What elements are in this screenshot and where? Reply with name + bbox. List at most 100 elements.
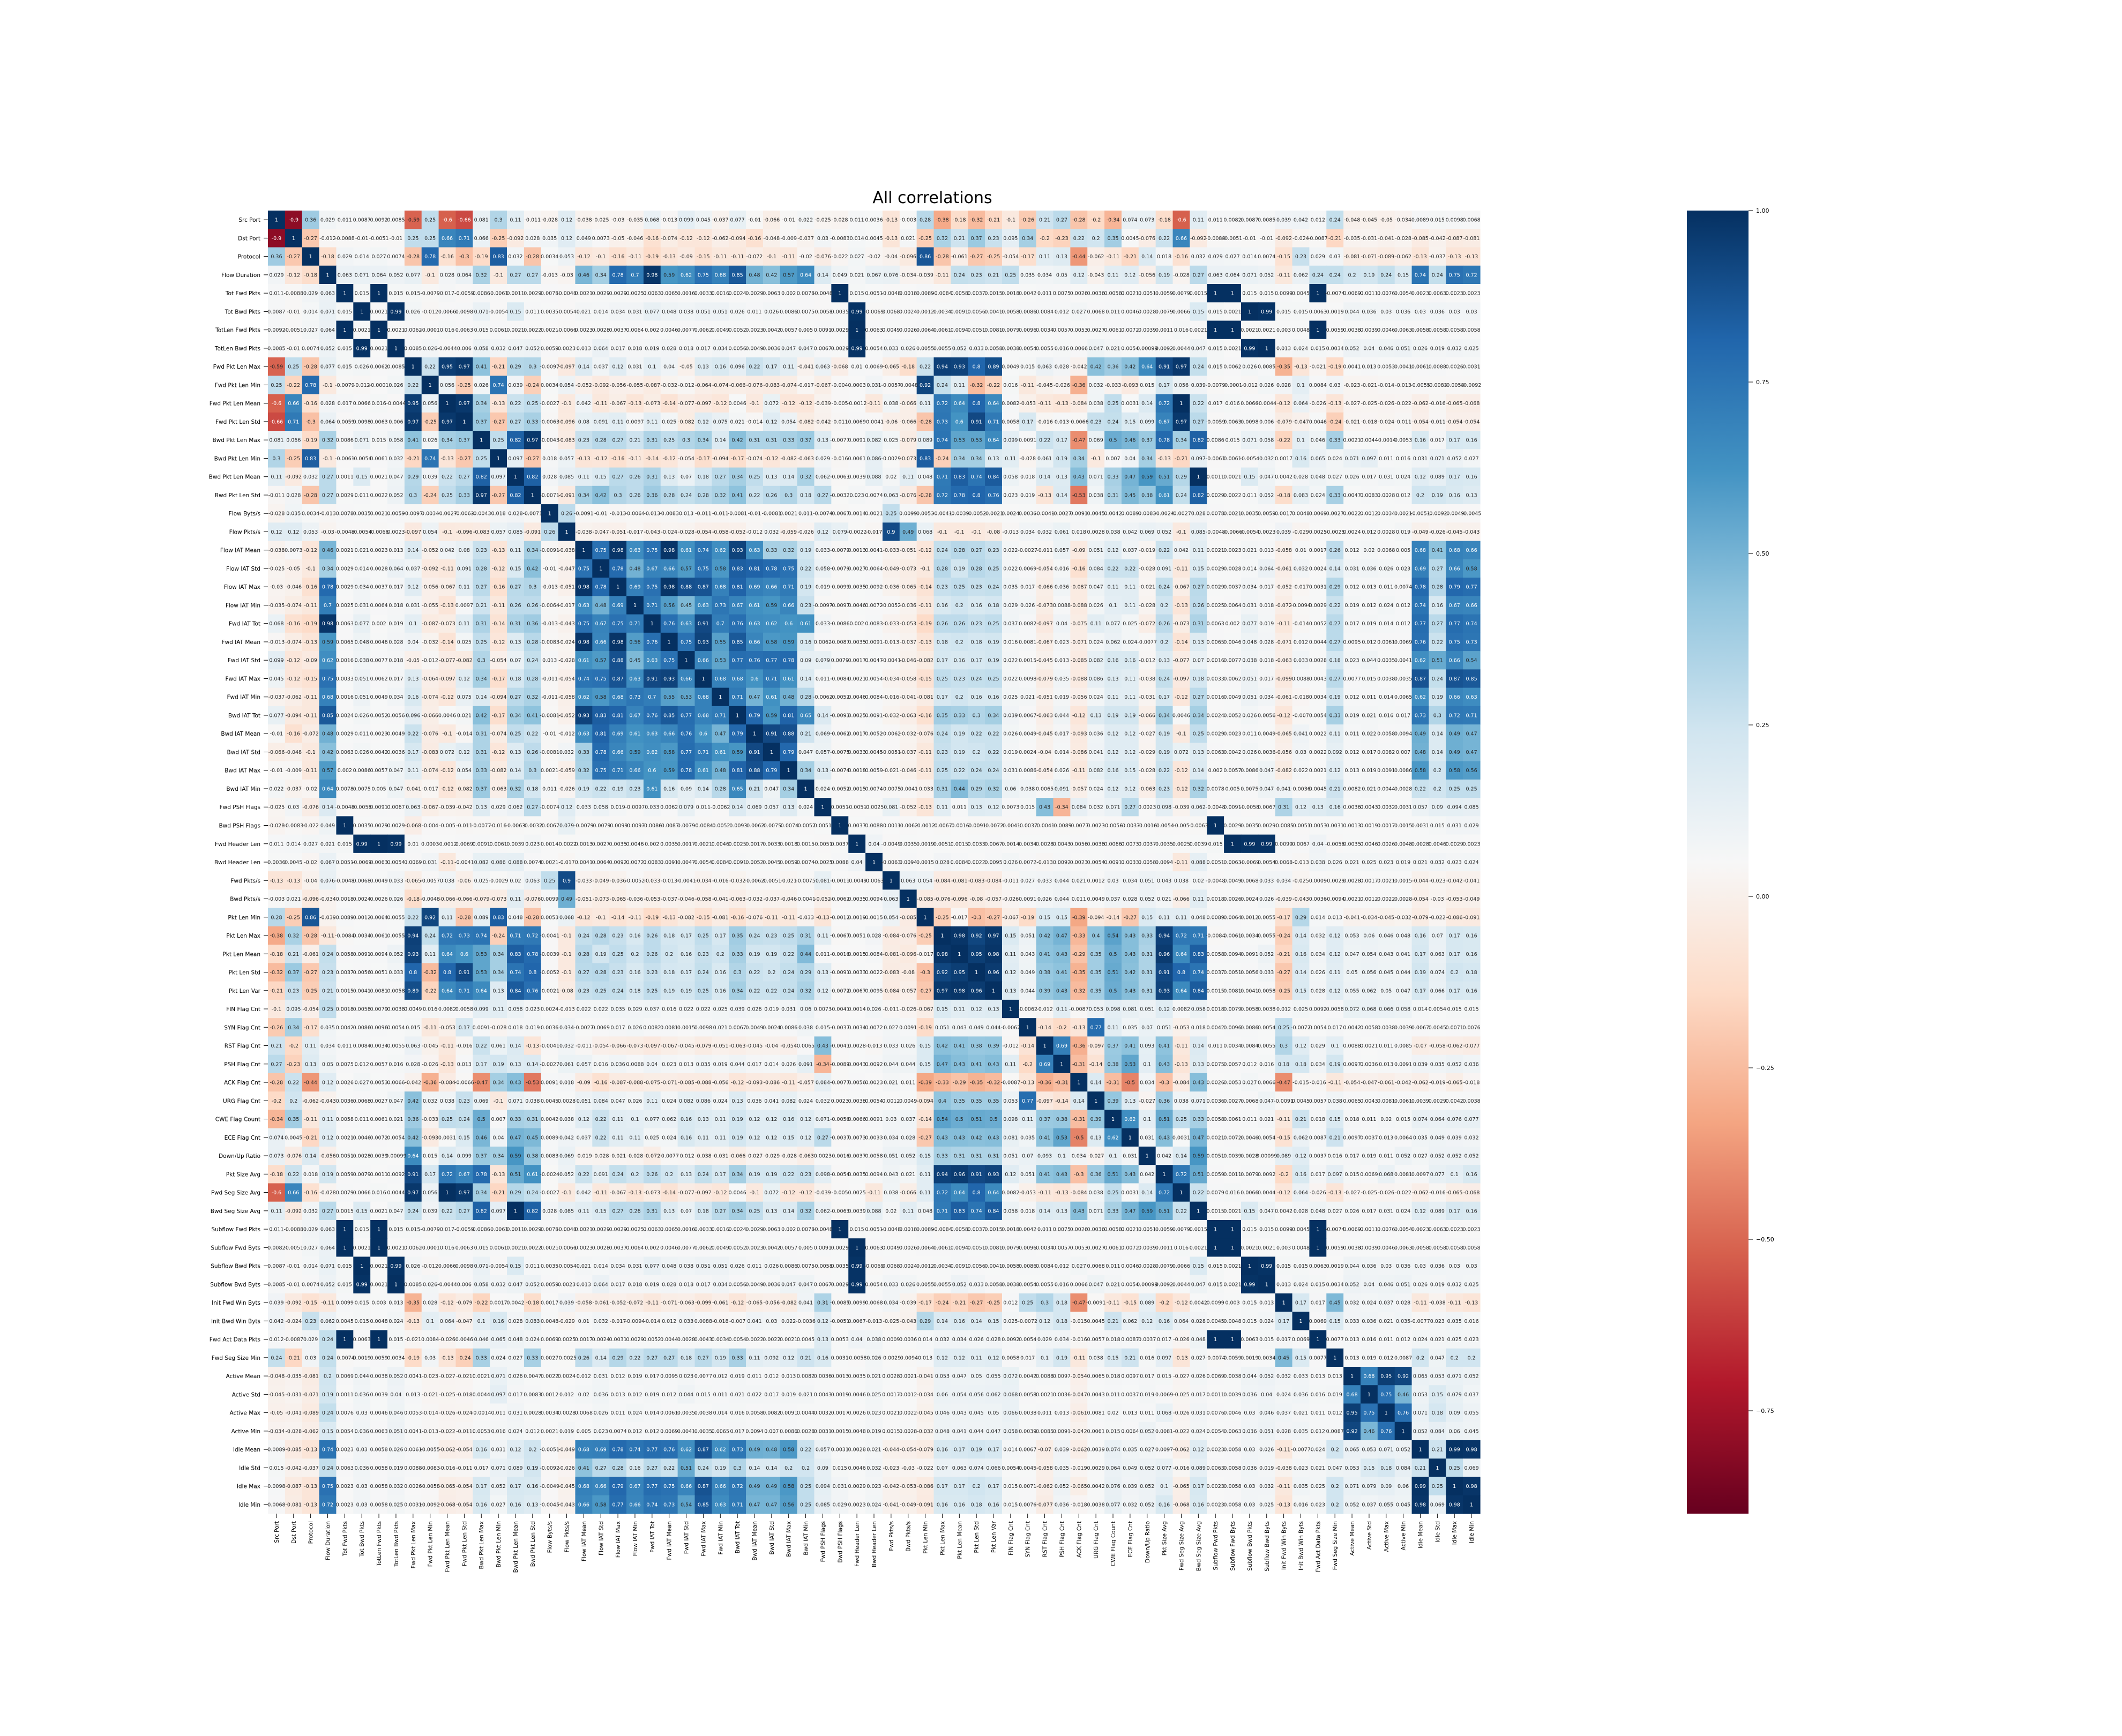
heatmap-cell [1241,247,1259,266]
heatmap-cell [319,211,337,229]
heatmap-cell [575,265,593,285]
heatmap-cell [780,211,798,229]
heatmap-cell [814,247,832,266]
heatmap-cell [268,247,286,266]
heatmap-cell [421,265,439,285]
heatmap-cell [1121,211,1139,229]
heatmap-cell [1377,265,1395,285]
heatmap-cell [1326,265,1344,285]
heatmap-cell [1360,265,1378,285]
heatmap-cell [1224,229,1242,248]
heatmap-cell [916,211,935,229]
heatmap-cell [626,229,644,248]
heatmap-cell [1309,211,1327,229]
heatmap-cell [473,265,490,285]
heatmap-cell [1377,247,1395,266]
heatmap-cell [985,229,1003,248]
heatmap-cell [387,229,405,248]
heatmap-cell [1309,247,1327,266]
heatmap-cell [626,265,644,285]
heatmap-cell [1172,229,1190,248]
heatmap-cell [626,211,644,229]
heatmap-cell [1121,229,1139,248]
heatmap-cell [660,247,678,266]
heatmap-cell [882,229,900,248]
heatmap-cell [814,265,832,285]
heatmap-cell [1002,265,1020,285]
heatmap-cell [490,265,507,285]
heatmap-cell [490,229,507,248]
heatmap-cell [1463,211,1481,229]
heatmap-cell [268,229,286,248]
heatmap-cell [455,265,473,285]
heatmap-cell [1463,229,1481,248]
heatmap-cell [387,265,405,285]
heatmap-cell [1070,247,1088,266]
heatmap-cell [1104,265,1122,285]
heatmap-cell [1394,211,1413,229]
heatmap-cell [951,265,968,285]
heatmap-cell [780,247,798,266]
heatmap-cell [1121,265,1139,285]
heatmap-cell [882,211,900,229]
heatmap-cell [524,229,542,248]
heatmap-cell [507,229,525,248]
heatmap-cell [968,265,985,285]
heatmap-cell [1326,229,1344,248]
heatmap-cell [1241,265,1259,285]
heatmap-cell [1019,247,1037,266]
heatmap-cell [1411,229,1430,248]
heatmap-cell [1104,247,1122,266]
heatmap-cell [729,247,746,266]
heatmap-cell [985,247,1003,266]
heatmap-cell [319,265,337,285]
heatmap-cell [1258,229,1276,248]
heatmap-cell [490,211,507,229]
heatmap-cell [1104,229,1122,248]
heatmap-cell [1394,229,1413,248]
heatmap-cell [1053,265,1071,285]
heatmap-cell [285,247,303,266]
heatmap-cell [1446,265,1463,285]
heatmap-cell [1053,211,1071,229]
heatmap-cell [302,265,320,285]
heatmap-cell [1138,211,1156,229]
heatmap-cell [1309,229,1327,248]
heatmap-cell [1019,211,1037,229]
heatmap-cell [473,247,490,266]
heatmap-cell [1207,229,1224,248]
heatmap-cell [507,247,525,266]
heatmap-cell [404,265,422,285]
heatmap-cell [609,211,627,229]
heatmap-cell [712,265,729,285]
heatmap-cell [387,247,405,266]
heatmap-cell [370,211,388,229]
heatmap-cell [302,247,320,266]
heatmap-cell [1172,265,1190,285]
heatmap-cell [592,265,610,285]
heatmap-cell [899,247,917,266]
heatmap-cell [660,211,678,229]
heatmap-cell [865,211,883,229]
heatmap-cell [370,247,388,266]
heatmap-cell [1429,247,1446,266]
heatmap-cell [1036,247,1054,266]
heatmap-cell [763,247,781,266]
heatmap-cell [558,211,576,229]
heatmap-cell [1411,247,1430,266]
heatmap-cell [1002,247,1020,266]
heatmap-cell [524,211,542,229]
heatmap-cell [1463,247,1481,266]
heatmap-cell [831,229,849,248]
heatmap-cell [1002,229,1020,248]
heatmap-cell [712,211,729,229]
heatmap-cell [729,211,746,229]
heatmap-cell [746,265,764,285]
heatmap-cell [643,229,661,248]
heatmap-cell [1138,265,1156,285]
heatmap-cell [1070,265,1088,285]
heatmap-cell [1002,211,1020,229]
heatmap-cell [643,247,661,266]
heatmap-cell [968,211,985,229]
heatmap-cell [1224,211,1242,229]
